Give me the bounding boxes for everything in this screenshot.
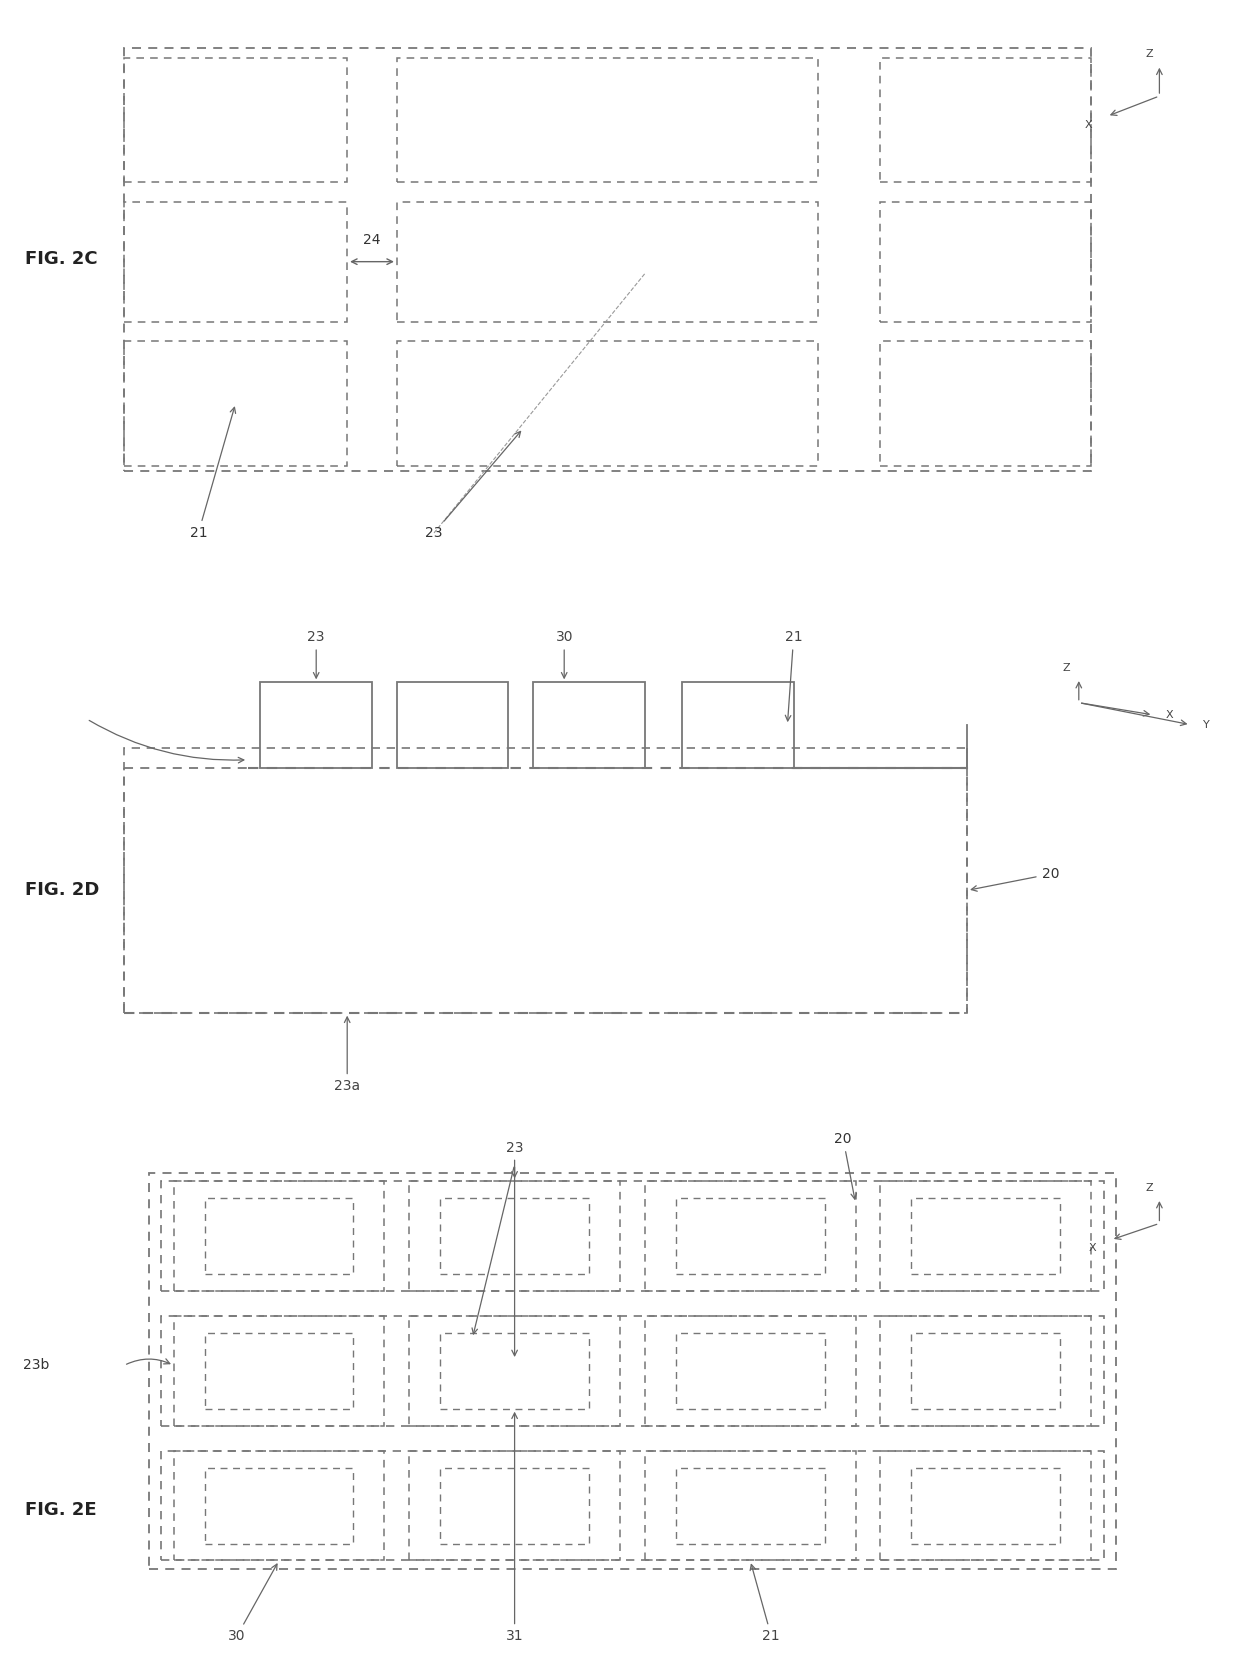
Bar [409, 1451, 620, 1560]
Text: FIG. 2D: FIG. 2D [25, 882, 99, 900]
Bar [397, 341, 818, 466]
Text: X: X [1085, 120, 1092, 130]
Bar [409, 1181, 620, 1291]
Bar [440, 1197, 589, 1274]
Text: 20: 20 [835, 1132, 857, 1199]
Text: 21: 21 [785, 630, 802, 721]
Bar [124, 341, 347, 466]
Text: X: X [1166, 710, 1173, 720]
Bar [161, 1451, 1104, 1560]
Bar [911, 1333, 1060, 1409]
Bar [397, 57, 818, 182]
Bar [911, 1468, 1060, 1543]
Text: 24: 24 [363, 234, 381, 247]
Text: 23a: 23a [334, 1017, 361, 1094]
Text: Z: Z [1146, 1182, 1153, 1192]
Text: 30: 30 [556, 630, 573, 678]
Text: X: X [1089, 1242, 1096, 1252]
Bar [880, 57, 1091, 182]
Text: 20: 20 [971, 867, 1059, 892]
Text: Y: Y [1203, 720, 1209, 730]
Bar [124, 57, 347, 182]
Bar [161, 1181, 1104, 1291]
Bar [880, 202, 1091, 322]
Text: 21: 21 [750, 1565, 780, 1643]
Text: Z: Z [1063, 663, 1070, 673]
Bar [676, 1197, 825, 1274]
Text: 23: 23 [425, 431, 521, 539]
Bar [880, 1181, 1091, 1291]
Bar [205, 1197, 353, 1274]
Bar [124, 48, 1091, 471]
Bar [149, 1172, 1116, 1568]
Text: FIG. 2E: FIG. 2E [25, 1501, 97, 1520]
Text: 21: 21 [190, 407, 236, 539]
Bar [397, 202, 818, 322]
Text: 23: 23 [506, 1141, 523, 1177]
Bar [205, 1333, 353, 1409]
Text: Z: Z [1146, 48, 1153, 58]
Bar [533, 683, 645, 768]
Bar [911, 1197, 1060, 1274]
Text: 23: 23 [308, 630, 325, 678]
Text: 31: 31 [506, 1413, 523, 1643]
Bar [645, 1316, 856, 1426]
Bar [676, 1333, 825, 1409]
Bar [174, 1451, 384, 1560]
Bar [397, 683, 508, 768]
Bar [880, 1316, 1091, 1426]
Bar [205, 1468, 353, 1543]
Bar [409, 1316, 620, 1426]
Bar [260, 683, 372, 768]
Bar [161, 1316, 1104, 1426]
Text: 23b: 23b [24, 1358, 50, 1373]
Bar [124, 748, 967, 1012]
Bar [676, 1468, 825, 1543]
Bar [124, 202, 347, 322]
Bar [880, 1451, 1091, 1560]
Bar [682, 683, 794, 768]
Bar [645, 1181, 856, 1291]
Bar [440, 1468, 589, 1543]
Bar [174, 1181, 384, 1291]
Text: 30: 30 [228, 1565, 277, 1643]
Bar [174, 1316, 384, 1426]
Bar [440, 1333, 589, 1409]
Bar [645, 1451, 856, 1560]
Text: FIG. 2C: FIG. 2C [25, 250, 98, 269]
Bar [880, 341, 1091, 466]
